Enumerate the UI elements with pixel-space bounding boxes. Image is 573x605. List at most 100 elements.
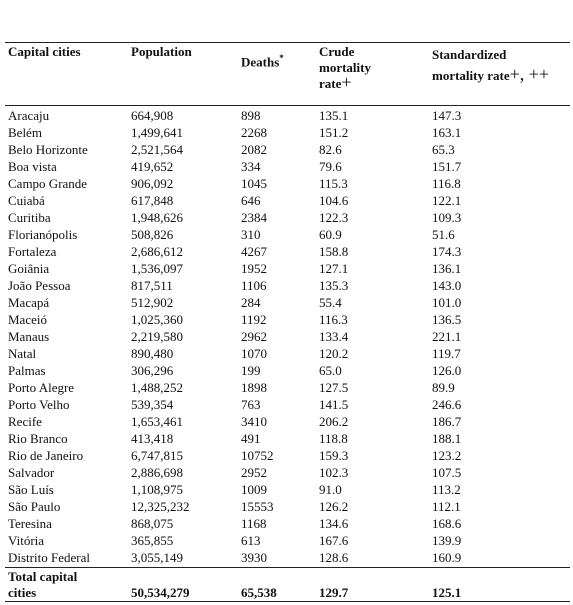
deaths: 1009 [241,482,267,497]
city: Natal [8,346,37,361]
city: Manaus [8,329,50,344]
population: 1,488,252 [131,380,183,395]
population: 1,536,097 [131,261,183,276]
crude-rate: 65.0 [319,363,342,378]
crude-rate: 151.2 [319,125,349,140]
deaths: 15553 [241,499,274,514]
deaths: 1106 [241,278,267,293]
deaths: 646 [241,193,261,208]
deaths: 199 [241,363,261,378]
standardized-rate: 186.7 [432,414,462,429]
crude-rate: 116.3 [319,312,348,327]
header-standardized: Standardized mortality rate+, ++ [432,44,550,86]
population: 868,075 [131,516,174,531]
deaths: 1192 [241,312,267,327]
standardized-rate: 246.6 [432,397,462,412]
city: Belo Horizonte [8,142,88,157]
crude-rate: 60.9 [319,227,342,242]
city: Belém [8,125,42,140]
standardized-rate: 122.1 [432,193,462,208]
deaths: 613 [241,533,261,548]
city: Salvador [8,465,55,480]
bottom-rule [5,601,570,602]
population: 2,886,698 [131,465,183,480]
population: 365,855 [131,533,174,548]
population: 817,511 [131,278,173,293]
deaths: 491 [241,431,261,446]
standardized-rate: 51.6 [432,227,455,242]
deaths: 1045 [241,176,267,191]
city: João Pessoa [8,278,71,293]
total-population: 50,534,279 [131,585,190,600]
deaths: 1168 [241,516,267,531]
population: 1,948,626 [131,210,183,225]
deaths: 1952 [241,261,267,276]
population: 3,055,149 [131,550,183,565]
city: Porto Velho [8,397,70,412]
standardized-rate: 188.1 [432,431,462,446]
deaths-note: * [279,53,284,63]
city: Curitiba [8,210,51,225]
population: 1,108,975 [131,482,183,497]
crude-rate: 126.2 [319,499,349,514]
standardized-rate: 107.5 [432,465,462,480]
standardized-rate: 143.0 [432,278,462,293]
population: 2,521,564 [131,142,183,157]
standardized-rate: 112.1 [432,499,461,514]
crude-rate: 135.3 [319,278,349,293]
standardized-rate: 101.0 [432,295,462,310]
standardized-rate: 163.1 [432,125,462,140]
deaths: 10752 [241,448,274,463]
population: 617,848 [131,193,174,208]
deaths: 1898 [241,380,267,395]
header-rule [5,105,570,106]
city: Cuiabá [8,193,45,208]
standardized-rate: 147.3 [432,108,462,123]
standardized-rate: 221.1 [432,329,462,344]
crude-rate: 120.2 [319,346,349,361]
crude-rate: 141.5 [319,397,349,412]
standardized-rate: 126.0 [432,363,462,378]
header-capital: Capital cities [8,44,81,59]
standardized-rate: 136.5 [432,312,462,327]
header-population: Population [131,44,192,59]
standardized-rate: 174.3 [432,244,462,259]
standardized-rate: 123.2 [432,448,462,463]
standardized-rate: 109.3 [432,210,462,225]
deaths-label: Deaths [241,54,280,70]
population: 2,219,580 [131,329,183,344]
population: 906,092 [131,176,174,191]
crude-rate: 133.4 [319,329,349,344]
crude-rate: 118.8 [319,431,348,446]
city: Florianópolis [8,227,78,242]
city: Vitória [8,533,45,548]
standardized-note: +, ++ [509,64,550,84]
deaths: 763 [241,397,261,412]
city: Boa vista [8,159,57,174]
deaths: 3930 [241,550,267,565]
population: 890,480 [131,346,174,361]
crude-rate: 167.6 [319,533,349,548]
total-deaths: 65,538 [241,585,277,600]
city: Distrito Federal [8,550,90,565]
city: Rio de Janeiro [8,448,84,463]
deaths: 2952 [241,465,267,480]
crude-note: + [341,72,352,92]
deaths: 334 [241,159,261,174]
crude-rate: 122.3 [319,210,349,225]
deaths: 310 [241,227,261,242]
deaths: 1070 [241,346,267,361]
population: 419,652 [131,159,174,174]
standardized-rate: 160.9 [432,550,462,565]
standardized-rate: 89.9 [432,380,455,395]
population: 1,025,360 [131,312,183,327]
crude-rate: 79.6 [319,159,342,174]
crude-rate: 104.6 [319,193,349,208]
city: Rio Branco [8,431,68,446]
population: 539,354 [131,397,174,412]
population: 6,747,815 [131,448,183,463]
population: 2,686,612 [131,244,183,259]
crude-rate: 55.4 [319,295,342,310]
top-rule [5,42,570,43]
population: 512,902 [131,295,174,310]
